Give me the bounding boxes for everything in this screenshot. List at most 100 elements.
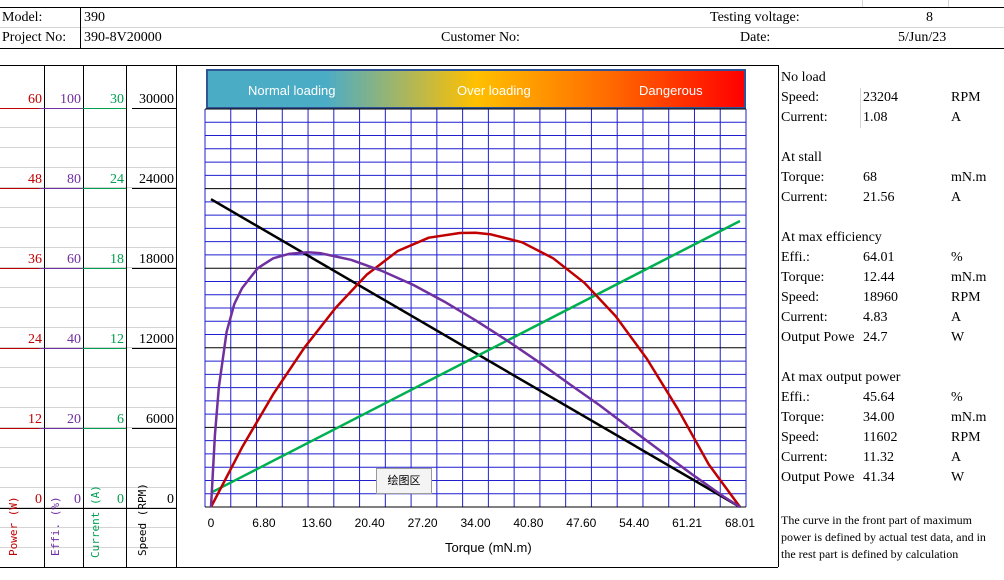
- project-value: 390-8V20000: [84, 30, 162, 45]
- max-power-power-label: Output Powe: [781, 470, 855, 485]
- power-tick-label: 36: [28, 252, 42, 267]
- current-tick-label: 0: [117, 492, 124, 507]
- current-tick-label: 18: [110, 252, 124, 267]
- max-power-current-label: Current:: [781, 450, 828, 465]
- max-power-current-unit: A: [951, 450, 962, 465]
- stall-current: 21.56: [863, 190, 895, 205]
- no-load-current-unit: A: [951, 110, 962, 125]
- max-eff-effi-label: Effi.:: [781, 250, 810, 265]
- x-tick-label: 68.01: [724, 516, 756, 530]
- model-value: 390: [84, 10, 105, 25]
- max-eff-current: 4.83: [863, 310, 888, 325]
- max-power-speed: 11602: [863, 430, 898, 445]
- max-power-speed-label: Speed:: [781, 430, 820, 445]
- voltage-value: 8: [926, 10, 933, 25]
- effi-tick-label: 40: [67, 332, 81, 347]
- power-tick-label: 60: [28, 92, 42, 107]
- max-power-power: 41.34: [863, 470, 895, 485]
- speed-curve: [210, 198, 741, 509]
- date-value: 5/Jun/23: [898, 30, 947, 45]
- max-power-current: 11.32: [863, 450, 894, 465]
- x-tick-label: 40.80: [513, 516, 544, 530]
- no-load-speed: 23204: [863, 90, 898, 105]
- stall-title: At stall: [781, 150, 822, 165]
- current-tick-label: 24: [110, 172, 124, 187]
- x-tick-label: 47.60: [566, 516, 597, 530]
- customer-label: Customer No:: [441, 30, 520, 45]
- current-tick-label: 6: [117, 412, 124, 427]
- max-power-effi: 45.64: [863, 390, 895, 405]
- effi-tick-label: 80: [67, 172, 81, 187]
- power-curve: [209, 231, 742, 508]
- power-tick-label: 0: [35, 492, 42, 507]
- stall-current-unit: A: [951, 190, 962, 205]
- effi-curve: [209, 250, 741, 509]
- max-power-torque-label: Torque:: [781, 410, 825, 425]
- model-label: Model:: [2, 10, 43, 25]
- legend-normal: Normal loading: [248, 83, 336, 98]
- speed-tick-label: 30000: [139, 92, 174, 107]
- loading-legend-bar: Normal loading Over loading Dangerous: [206, 69, 746, 109]
- max-eff-torque-unit: mN.m: [951, 270, 987, 285]
- plot-area-tag[interactable]: 绘图区: [376, 468, 432, 494]
- max-power-title: At max output power: [781, 370, 901, 385]
- effi-tick-label: 20: [67, 412, 81, 427]
- max-power-speed-unit: RPM: [951, 430, 981, 445]
- speed-tick-label: 6000: [146, 412, 174, 427]
- x-tick-label: 0: [207, 516, 215, 530]
- no-load-title: No load: [781, 70, 826, 85]
- stall-torque: 68: [863, 170, 877, 185]
- power-tick-label: 24: [28, 332, 42, 347]
- x-tick-label: 6.80: [252, 516, 276, 530]
- stall-torque-unit: mN.m: [951, 170, 987, 185]
- max-power-torque-unit: mN.m: [951, 410, 987, 425]
- max-eff-speed: 18960: [863, 290, 898, 305]
- stall-current-label: Current:: [781, 190, 828, 205]
- speed-tick-label: 0: [167, 492, 174, 507]
- project-label: Project No:: [2, 30, 67, 45]
- x-tick-label: 61.21: [672, 516, 703, 530]
- x-tick-label: 13.60: [301, 516, 332, 530]
- max-eff-power-label: Output Powe: [781, 330, 855, 345]
- voltage-label: Testing voltage:: [710, 10, 800, 25]
- max-eff-current-label: Current:: [781, 310, 828, 325]
- stall-torque-label: Torque:: [781, 170, 825, 185]
- max-eff-current-unit: A: [951, 310, 962, 325]
- no-load-speed-unit: RPM: [951, 90, 981, 105]
- effi-tick-label: 0: [74, 492, 81, 507]
- x-tick-label: 20.40: [354, 516, 385, 530]
- current-curve: [210, 219, 741, 494]
- max-power-effi-unit: %: [951, 390, 963, 405]
- no-load-current-label: Current:: [781, 110, 828, 125]
- max-eff-speed-label: Speed:: [781, 290, 820, 305]
- no-load-current: 1.08: [863, 110, 888, 125]
- max-eff-power: 24.7: [863, 330, 888, 345]
- curve-note: The curve in the front part of maximum p…: [781, 513, 986, 561]
- speed-tick-label: 12000: [139, 332, 174, 347]
- power-tick-label: 12: [28, 412, 42, 427]
- max-eff-effi-unit: %: [951, 250, 963, 265]
- x-tick-label: 54.40: [619, 516, 650, 530]
- effi-tick-label: 60: [67, 252, 81, 267]
- max-power-effi-label: Effi.:: [781, 390, 810, 405]
- power-tick-label: 48: [28, 172, 42, 187]
- max-eff-power-unit: W: [951, 330, 965, 345]
- speed-tick-label: 18000: [139, 252, 174, 267]
- max-power-power-unit: W: [951, 470, 965, 485]
- max-eff-torque-label: Torque:: [781, 270, 825, 285]
- x-tick-label: 27.20: [407, 516, 438, 530]
- max-eff-torque: 12.44: [863, 270, 895, 285]
- x-axis-label: Torque (mN.m): [445, 540, 532, 555]
- max-eff-title: At max efficiency: [781, 230, 882, 245]
- max-eff-speed-unit: RPM: [951, 290, 981, 305]
- max-power-torque: 34.00: [863, 410, 895, 425]
- legend-danger: Dangerous: [639, 83, 703, 98]
- max-eff-effi: 64.01: [863, 250, 895, 265]
- current-tick-label: 12: [110, 332, 124, 347]
- effi-tick-label: 100: [60, 92, 81, 107]
- legend-over: Over loading: [457, 83, 531, 98]
- current-tick-label: 30: [110, 92, 124, 107]
- no-load-speed-label: Speed:: [781, 90, 820, 105]
- speed-tick-label: 24000: [139, 172, 174, 187]
